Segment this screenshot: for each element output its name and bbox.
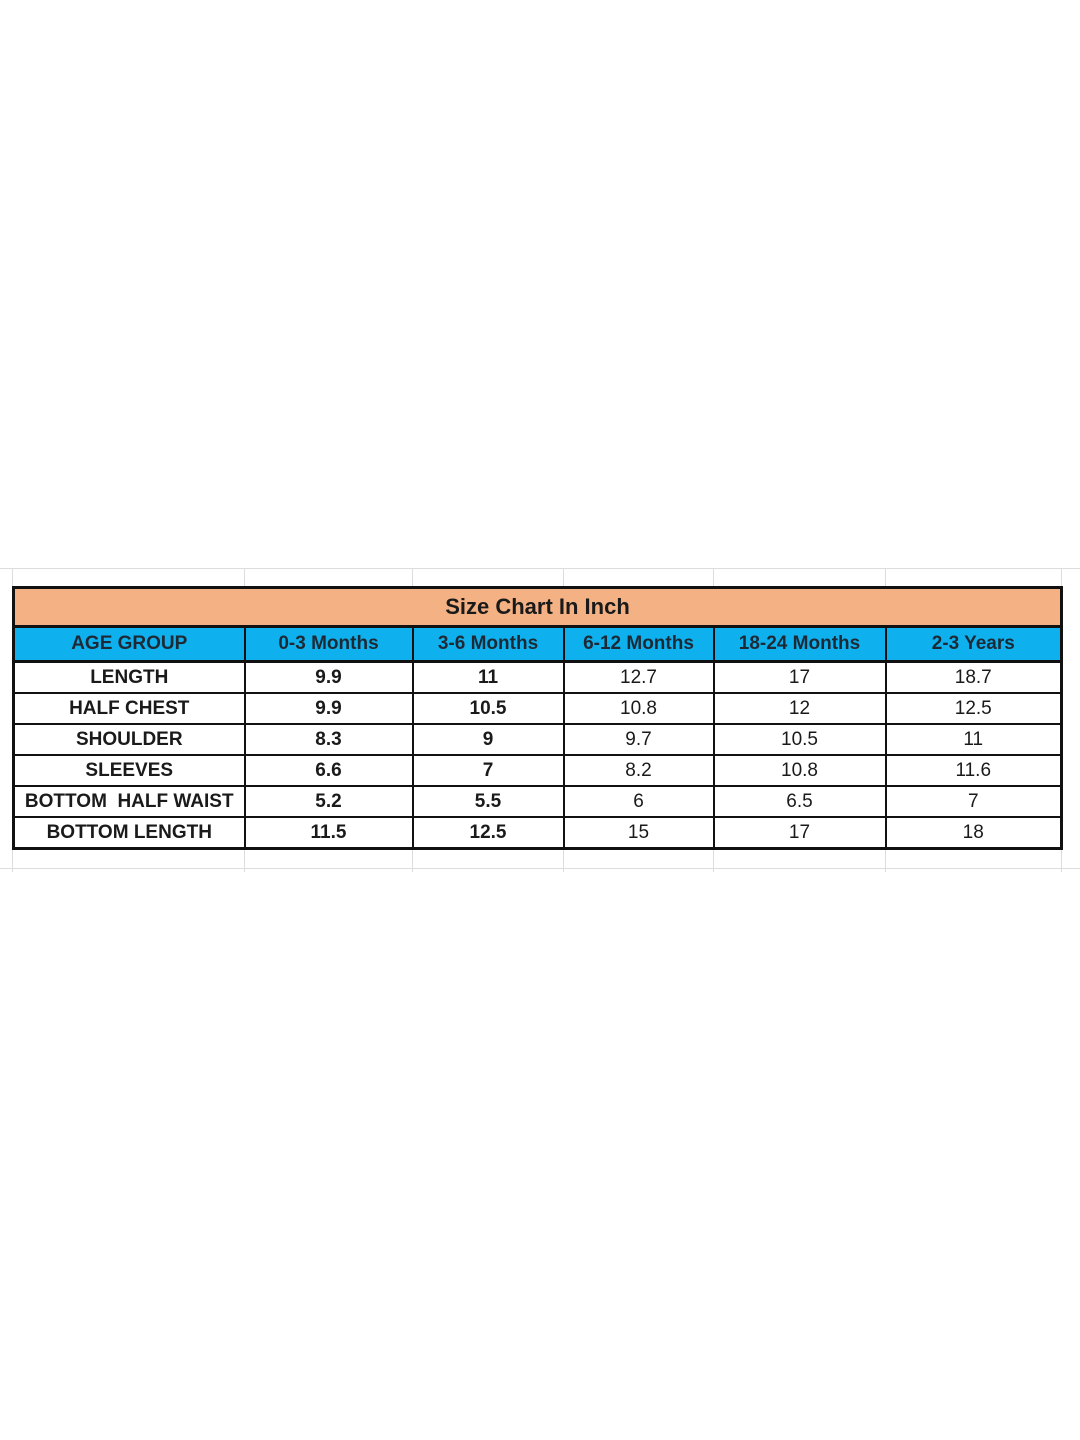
column-header: 3-6 Months <box>411 625 565 663</box>
table-cell: 9.9 <box>243 692 414 725</box>
row-label: SLEEVES <box>12 754 246 787</box>
table-cell: 10.5 <box>411 692 565 725</box>
row-label: SHOULDER <box>12 723 246 756</box>
table-row: LENGTH 9.9 11 12.7 17 18.7 <box>12 660 1063 694</box>
table-cell: 12.5 <box>884 692 1063 725</box>
table-cell: 6.6 <box>243 754 414 787</box>
row-label: BOTTOM LENGTH <box>12 816 246 850</box>
table-row: BOTTOM HALF WAIST 5.2 5.5 6 6.5 7 <box>12 785 1063 818</box>
table-cell: 7 <box>884 785 1063 818</box>
table-cell: 10.8 <box>562 692 715 725</box>
row-label: HALF CHEST <box>12 692 246 725</box>
table-cell: 6 <box>562 785 715 818</box>
table-title: Size Chart In Inch <box>12 586 1063 628</box>
title-row: Size Chart In Inch <box>12 586 1063 628</box>
table-cell: 8.3 <box>243 723 414 756</box>
table-cell: 17 <box>712 660 887 694</box>
column-header: 18-24 Months <box>712 625 887 663</box>
column-header: 2-3 Years <box>884 625 1063 663</box>
row-label: LENGTH <box>12 660 246 694</box>
column-header: 0-3 Months <box>243 625 414 663</box>
table-cell: 11 <box>884 723 1063 756</box>
table-cell: 7 <box>411 754 565 787</box>
table-cell: 18 <box>884 816 1063 850</box>
table-cell: 12 <box>712 692 887 725</box>
table-cell: 18.7 <box>884 660 1063 694</box>
row-label: BOTTOM HALF WAIST <box>12 785 246 818</box>
table-cell: 11 <box>411 660 565 694</box>
table-cell: 8.2 <box>562 754 715 787</box>
table-cell: 10.5 <box>712 723 887 756</box>
table-row: BOTTOM LENGTH 11.5 12.5 15 17 18 <box>12 816 1063 850</box>
table-row: SHOULDER 8.3 9 9.7 10.5 11 <box>12 723 1063 756</box>
size-chart-table: Size Chart In Inch AGE GROUP 0-3 Months 3-… <box>12 586 1063 850</box>
table-cell: 9.9 <box>243 660 414 694</box>
table-cell: 15 <box>562 816 715 850</box>
table-cell: 10.8 <box>712 754 887 787</box>
table-cell: 5.5 <box>411 785 565 818</box>
table-cell: 9 <box>411 723 565 756</box>
table-cell: 11.6 <box>884 754 1063 787</box>
table-cell: 11.5 <box>243 816 414 850</box>
table-cell: 17 <box>712 816 887 850</box>
table-cell: 12.5 <box>411 816 565 850</box>
table-cell: 6.5 <box>712 785 887 818</box>
table-cell: 5.2 <box>243 785 414 818</box>
header-row: AGE GROUP 0-3 Months 3-6 Months 6-12 Months… <box>12 625 1063 663</box>
table-row: HALF CHEST 9.9 10.5 10.8 12 12.5 <box>12 692 1063 725</box>
column-header: AGE GROUP <box>12 625 246 663</box>
table-cell: 9.7 <box>562 723 715 756</box>
table-row: SLEEVES 6.6 7 8.2 10.8 11.6 <box>12 754 1063 787</box>
column-header: 6-12 Months <box>562 625 715 663</box>
table-cell: 12.7 <box>562 660 715 694</box>
